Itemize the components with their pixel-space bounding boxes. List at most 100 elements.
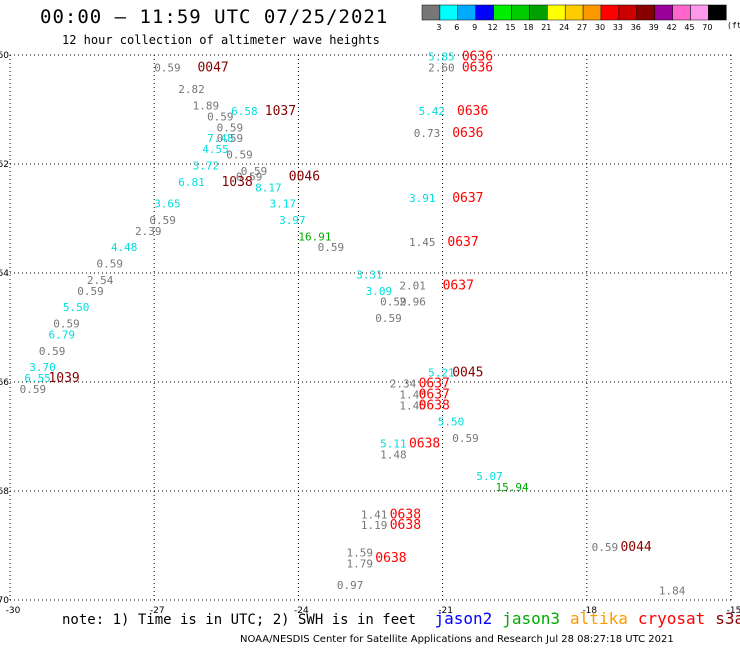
y-tick-label: -70	[0, 596, 9, 606]
data-point-label: 1.19	[361, 519, 388, 532]
x-tick-label: -30	[6, 606, 21, 616]
colorbar-label: 33	[613, 23, 623, 32]
data-point-label: 0.59	[452, 432, 479, 445]
data-point-label: 0.59	[97, 258, 124, 271]
colorbar-swatch	[708, 4, 727, 21]
data-point-label: 0.59	[53, 318, 79, 331]
data-point-label: 6.58	[231, 105, 258, 118]
data-point-label: 1.45	[409, 236, 436, 249]
colorbar-swatch	[421, 4, 441, 21]
x-tick-label: -27	[150, 606, 165, 616]
data-point-label: 1.40	[399, 388, 426, 401]
data-point-label: 1.41	[361, 508, 388, 521]
data-point-label: 2.54	[87, 274, 114, 287]
data-point-label: 0045	[452, 366, 483, 381]
legend-s3a: s3a	[715, 609, 740, 628]
data-point-label: 0638	[390, 518, 421, 533]
data-point-label: 2.82	[178, 83, 205, 96]
colorbar-label: 30	[595, 23, 605, 32]
colorbar-label: 3	[436, 23, 441, 32]
colorbar-label: 6	[454, 23, 459, 32]
data-point-label: 0638	[409, 436, 440, 451]
data-point-label: 5.85	[428, 50, 455, 63]
data-point-label: 0637	[419, 387, 450, 402]
colorbar-label: 15	[505, 23, 515, 32]
colorbar-unit: (ft)	[727, 21, 740, 30]
data-point-label: 6.55	[24, 372, 50, 385]
data-point-label: 0.59	[236, 170, 263, 183]
colorbar-swatch	[439, 4, 459, 21]
colorbar-label: 39	[649, 23, 659, 32]
data-point-label: 2.96	[399, 296, 426, 309]
colorbar-swatch	[636, 4, 655, 21]
data-point-label: 0.59	[20, 383, 47, 396]
data-point-label: 0.97	[337, 579, 364, 592]
colorbar-swatch	[547, 4, 566, 21]
data-point-label: 0.59	[318, 241, 345, 254]
data-point-label: 1.79	[346, 557, 373, 570]
data-point-label: 3.97	[279, 214, 306, 227]
colorbar-label: 70	[702, 23, 712, 32]
data-point-label: 1037	[265, 104, 296, 119]
data-point-label: 0636	[452, 126, 483, 141]
data-point-label: 0.59	[154, 61, 181, 74]
data-point-label: 0.59	[77, 285, 104, 298]
data-point-label: 0637	[452, 191, 483, 206]
data-point-label: 1.48	[380, 448, 407, 461]
colorbar-label: 42	[667, 23, 677, 32]
data-point-label: 6.79	[48, 328, 75, 341]
data-point-label: 3.31	[356, 268, 383, 281]
data-point-label: 0047	[197, 60, 228, 75]
data-point-label: 2.39	[135, 225, 162, 238]
data-point-label: 0.73	[414, 127, 441, 140]
colorbar-swatch	[564, 4, 584, 21]
y-tick-label: -60	[0, 51, 9, 61]
colorbar-label: 24	[559, 23, 569, 32]
data-point-label: 0.59	[207, 110, 234, 123]
data-point-label: 1.45	[399, 399, 426, 412]
data-point-label: 1.59	[346, 546, 373, 559]
colorbar-swatch	[511, 4, 530, 21]
colorbar-swatch	[654, 4, 673, 21]
data-point-label: 1.84	[659, 585, 686, 598]
colorbar-swatch	[600, 4, 620, 21]
data-point-label: 0636	[462, 49, 493, 64]
data-point-label: 0044	[620, 540, 651, 555]
data-point-label: 0.59	[39, 345, 65, 358]
legend-altika: altika	[570, 609, 628, 628]
colorbar-swatch	[529, 4, 548, 21]
colorbar-label: 21	[541, 23, 551, 32]
data-point-label: 5.07	[476, 470, 503, 483]
data-point-label: 0.59	[149, 214, 176, 227]
data-point-label: 15.94	[495, 481, 528, 494]
data-point-label: 0637	[447, 235, 478, 250]
data-point-label: 5.42	[419, 105, 446, 118]
data-point-label: 0636	[457, 104, 488, 119]
data-point-label: 0.59	[226, 149, 253, 162]
data-point-label: 5.11	[380, 437, 407, 450]
grid-lines	[9, 54, 732, 601]
chart-title: 00:00 – 11:59 UTC 07/25/2021	[40, 6, 389, 28]
data-point-label: 1.89	[193, 100, 220, 113]
colorbar-swatch	[582, 4, 602, 21]
color-scale-bar: 3 6 9 12 15 18 21 24 27 30 33 36 39 42 45 70	[421, 4, 727, 32]
x-tick-label: -24	[294, 606, 309, 616]
data-point-label: 2.60	[428, 61, 455, 74]
data-point-label: 1038	[221, 175, 252, 190]
y-tick-label: -68	[0, 487, 9, 497]
data-point-label: 0.59	[241, 165, 268, 178]
data-point-label: 5.21	[428, 367, 455, 380]
data-point-label: 3.09	[366, 285, 393, 298]
data-point-label: 0636	[462, 60, 493, 75]
colorbar-label: 12	[488, 23, 498, 32]
data-point-label: 5.50	[438, 416, 465, 429]
data-point-label: 0046	[289, 169, 320, 184]
data-point-label: 0638	[419, 398, 450, 413]
chart-subtitle: 12 hour collection of altimeter wave hei…	[62, 33, 380, 47]
legend-jason2: jason2	[434, 609, 493, 628]
colorbar-label: 36	[631, 23, 641, 32]
data-point-label: 2.01	[399, 279, 426, 292]
data-point-label: 0637	[443, 278, 474, 293]
